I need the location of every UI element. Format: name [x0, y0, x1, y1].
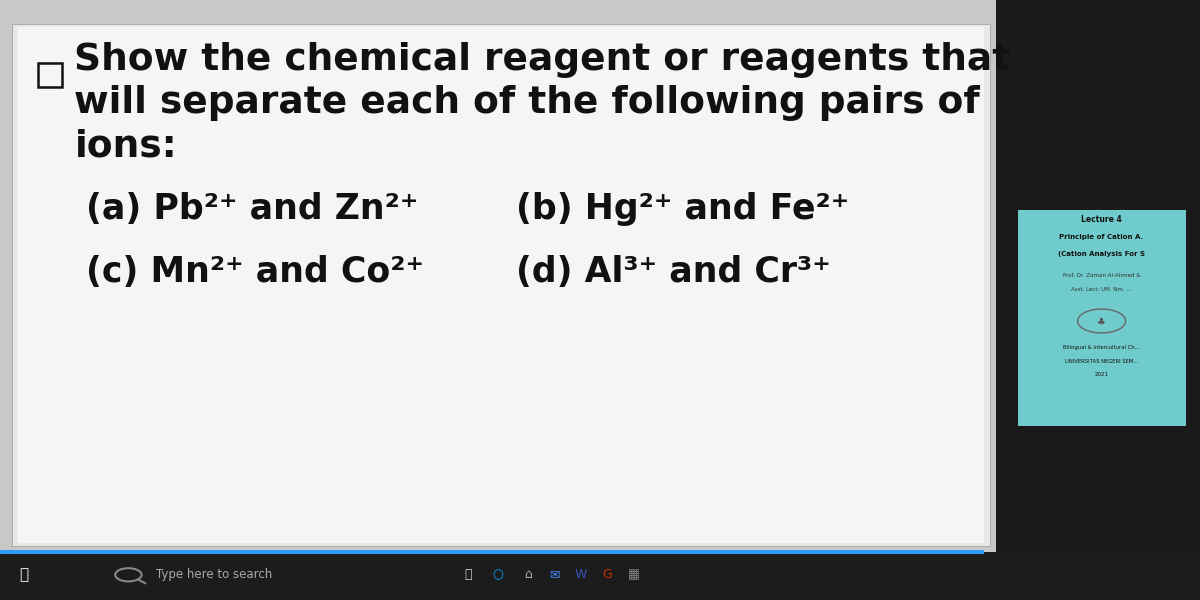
Text: Prof. Dr. Zaman Al-Ahmed &: Prof. Dr. Zaman Al-Ahmed & [1063, 273, 1140, 278]
Text: (a) Pb²⁺ and Zn²⁺: (a) Pb²⁺ and Zn²⁺ [86, 192, 419, 226]
Text: (b) Hg²⁺ and Fe²⁺: (b) Hg²⁺ and Fe²⁺ [516, 192, 850, 226]
Text: Lecture 4: Lecture 4 [1081, 215, 1122, 224]
Text: (c) Mn²⁺ and Co²⁺: (c) Mn²⁺ and Co²⁺ [86, 255, 425, 289]
FancyBboxPatch shape [12, 24, 990, 546]
Text: ✉: ✉ [550, 568, 559, 581]
Text: 2021: 2021 [1094, 372, 1109, 377]
FancyBboxPatch shape [1018, 210, 1186, 426]
Text: UNIVERSITAS NEGERI SEM...: UNIVERSITAS NEGERI SEM... [1064, 359, 1139, 364]
FancyBboxPatch shape [0, 550, 984, 554]
Text: Show the chemical reagent or reagents that: Show the chemical reagent or reagents th… [74, 42, 1010, 78]
Text: Type here to search: Type here to search [156, 568, 272, 581]
Text: ⌂: ⌂ [524, 568, 532, 581]
Text: (Cation Analysis For S: (Cation Analysis For S [1058, 251, 1145, 257]
FancyBboxPatch shape [0, 552, 1200, 600]
Text: ions:: ions: [74, 128, 178, 164]
Text: Bilingual & Intercultural Ch...: Bilingual & Intercultural Ch... [1063, 345, 1140, 350]
FancyBboxPatch shape [38, 63, 62, 87]
FancyBboxPatch shape [18, 27, 984, 543]
Text: G: G [602, 568, 612, 581]
Text: will separate each of the following pairs of: will separate each of the following pair… [74, 85, 980, 121]
FancyBboxPatch shape [996, 0, 1200, 600]
Text: Principle of Cation A.: Principle of Cation A. [1060, 234, 1144, 240]
Text: ▦: ▦ [628, 568, 640, 581]
Text: Asst. Lect: UM. Nm. ...: Asst. Lect: UM. Nm. ... [1072, 287, 1132, 292]
Text: ○: ○ [492, 568, 504, 581]
Text: ♣: ♣ [1097, 317, 1106, 327]
Text: W: W [575, 568, 587, 581]
Text: ⧉: ⧉ [19, 568, 29, 582]
Text: ⎙: ⎙ [464, 568, 472, 581]
Text: (d) Al³⁺ and Cr³⁺: (d) Al³⁺ and Cr³⁺ [516, 255, 830, 289]
